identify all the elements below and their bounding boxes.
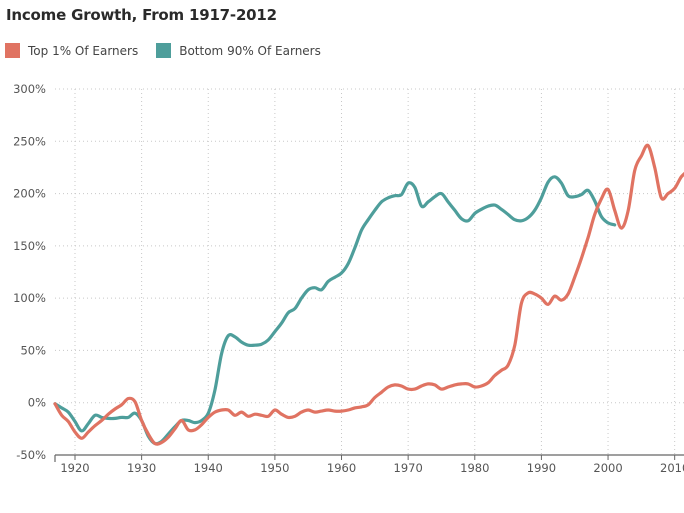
legend-item-bottom-90[interactable]: Bottom 90% Of Earners bbox=[156, 43, 321, 58]
y-tick-label: 100% bbox=[13, 291, 46, 305]
y-tick-label: 50% bbox=[20, 343, 46, 357]
legend-label-bottom-90: Bottom 90% Of Earners bbox=[179, 43, 321, 58]
y-tick-label: 150% bbox=[13, 239, 46, 253]
legend-item-top-1[interactable]: Top 1% Of Earners bbox=[5, 43, 138, 58]
y-axis: -50% 0% 50% 100% 150% 200% 250% 300% bbox=[13, 82, 46, 462]
x-tick-label: 1960 bbox=[327, 461, 356, 475]
y-tick-label: 0% bbox=[28, 396, 46, 410]
x-tick-label: 1940 bbox=[194, 461, 223, 475]
y-tick-label: 300% bbox=[13, 82, 46, 96]
x-tick-label: 1950 bbox=[260, 461, 289, 475]
series-line-top-1 bbox=[53, 143, 684, 446]
x-tick-label: 2000 bbox=[593, 461, 622, 475]
x-tick-label: 2010 bbox=[660, 461, 684, 475]
x-tick-label: 1920 bbox=[60, 461, 89, 475]
grid-lines bbox=[55, 88, 684, 455]
series-lines bbox=[53, 143, 684, 446]
legend-swatch-top-1 bbox=[5, 43, 20, 58]
y-tick-label: -50% bbox=[16, 448, 46, 462]
y-tick-label: 200% bbox=[13, 187, 46, 201]
y-tick-label: 250% bbox=[13, 134, 46, 148]
legend: Top 1% Of Earners Bottom 90% Of Earners bbox=[5, 43, 339, 58]
series-line-bottom-90 bbox=[53, 175, 617, 446]
x-tick-label: 1930 bbox=[127, 461, 156, 475]
legend-label-top-1: Top 1% Of Earners bbox=[28, 43, 139, 58]
x-axis: 1920 1930 1940 1950 1960 1970 1980 1990 2000 2010 bbox=[54, 454, 684, 475]
x-tick-label: 1990 bbox=[527, 461, 556, 475]
chart-title: Income Growth, From 1917-2012 bbox=[6, 6, 277, 24]
legend-swatch-bottom-90 bbox=[156, 43, 172, 58]
x-tick-label: 1970 bbox=[394, 461, 423, 475]
x-tick-label: 1980 bbox=[460, 461, 489, 475]
